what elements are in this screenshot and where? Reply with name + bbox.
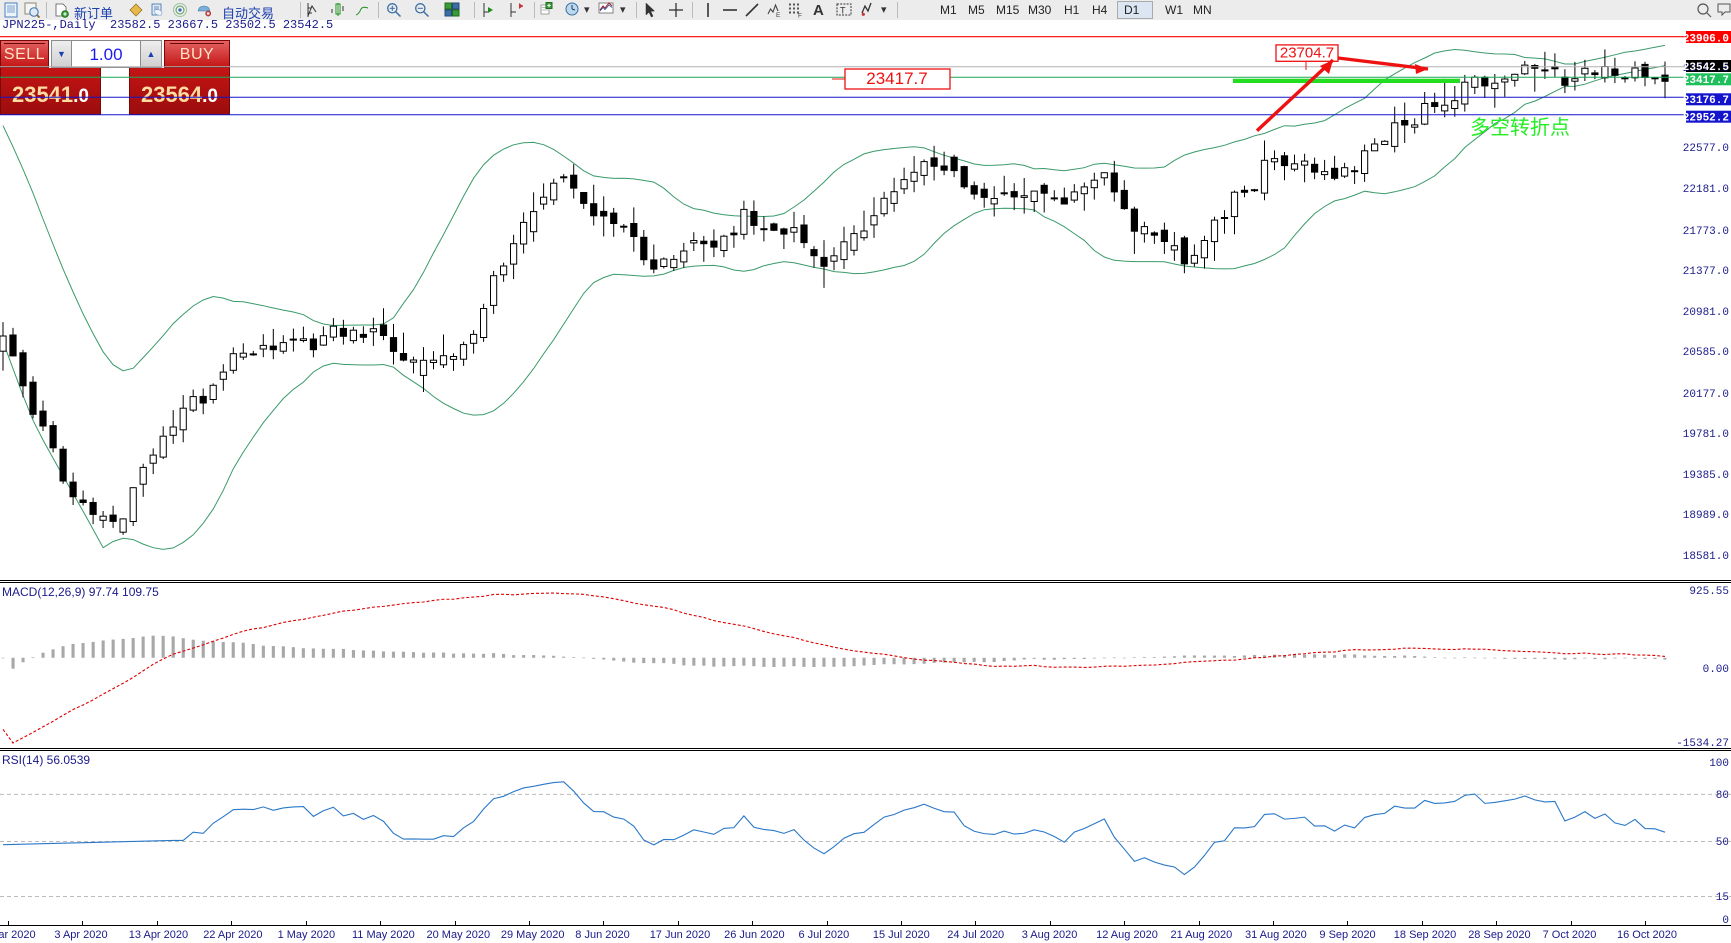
svg-text:23704.7: 23704.7 <box>1280 45 1334 62</box>
svg-text:23417.7: 23417.7 <box>1683 75 1729 87</box>
svg-text:21377.0: 21377.0 <box>1683 266 1729 278</box>
svg-text:E: E <box>776 12 781 18</box>
svg-text:18581.0: 18581.0 <box>1683 551 1729 563</box>
svg-text:21773.0: 21773.0 <box>1683 226 1729 238</box>
svg-text:20585.0: 20585.0 <box>1683 347 1729 359</box>
svg-text:19385.0: 19385.0 <box>1683 470 1729 482</box>
svg-text:23906.0: 23906.0 <box>1683 33 1729 45</box>
svg-text:50: 50 <box>1716 837 1729 849</box>
svg-text:F: F <box>798 13 802 19</box>
svg-text:20177.0: 20177.0 <box>1683 389 1729 401</box>
svg-text:20981.0: 20981.0 <box>1683 307 1729 319</box>
svg-text:多空转折点: 多空转折点 <box>1470 116 1570 139</box>
svg-text:15: 15 <box>1716 892 1729 904</box>
svg-text:22577.0: 22577.0 <box>1683 143 1729 155</box>
svg-text:22181.0: 22181.0 <box>1683 184 1729 196</box>
svg-text:18989.0: 18989.0 <box>1683 510 1729 522</box>
svg-text:23417.7: 23417.7 <box>866 69 927 88</box>
svg-text:T: T <box>840 6 846 16</box>
svg-text:925.55: 925.55 <box>1689 586 1729 598</box>
svg-text:0.00: 0.00 <box>1703 664 1729 676</box>
svg-text:80: 80 <box>1716 790 1729 802</box>
svg-text:22952.2: 22952.2 <box>1683 113 1729 125</box>
svg-text:23176.7: 23176.7 <box>1683 95 1729 107</box>
svg-text:100: 100 <box>1709 758 1729 770</box>
svg-text:23542.5: 23542.5 <box>1683 62 1730 74</box>
svg-text:19781.0: 19781.0 <box>1683 429 1729 441</box>
